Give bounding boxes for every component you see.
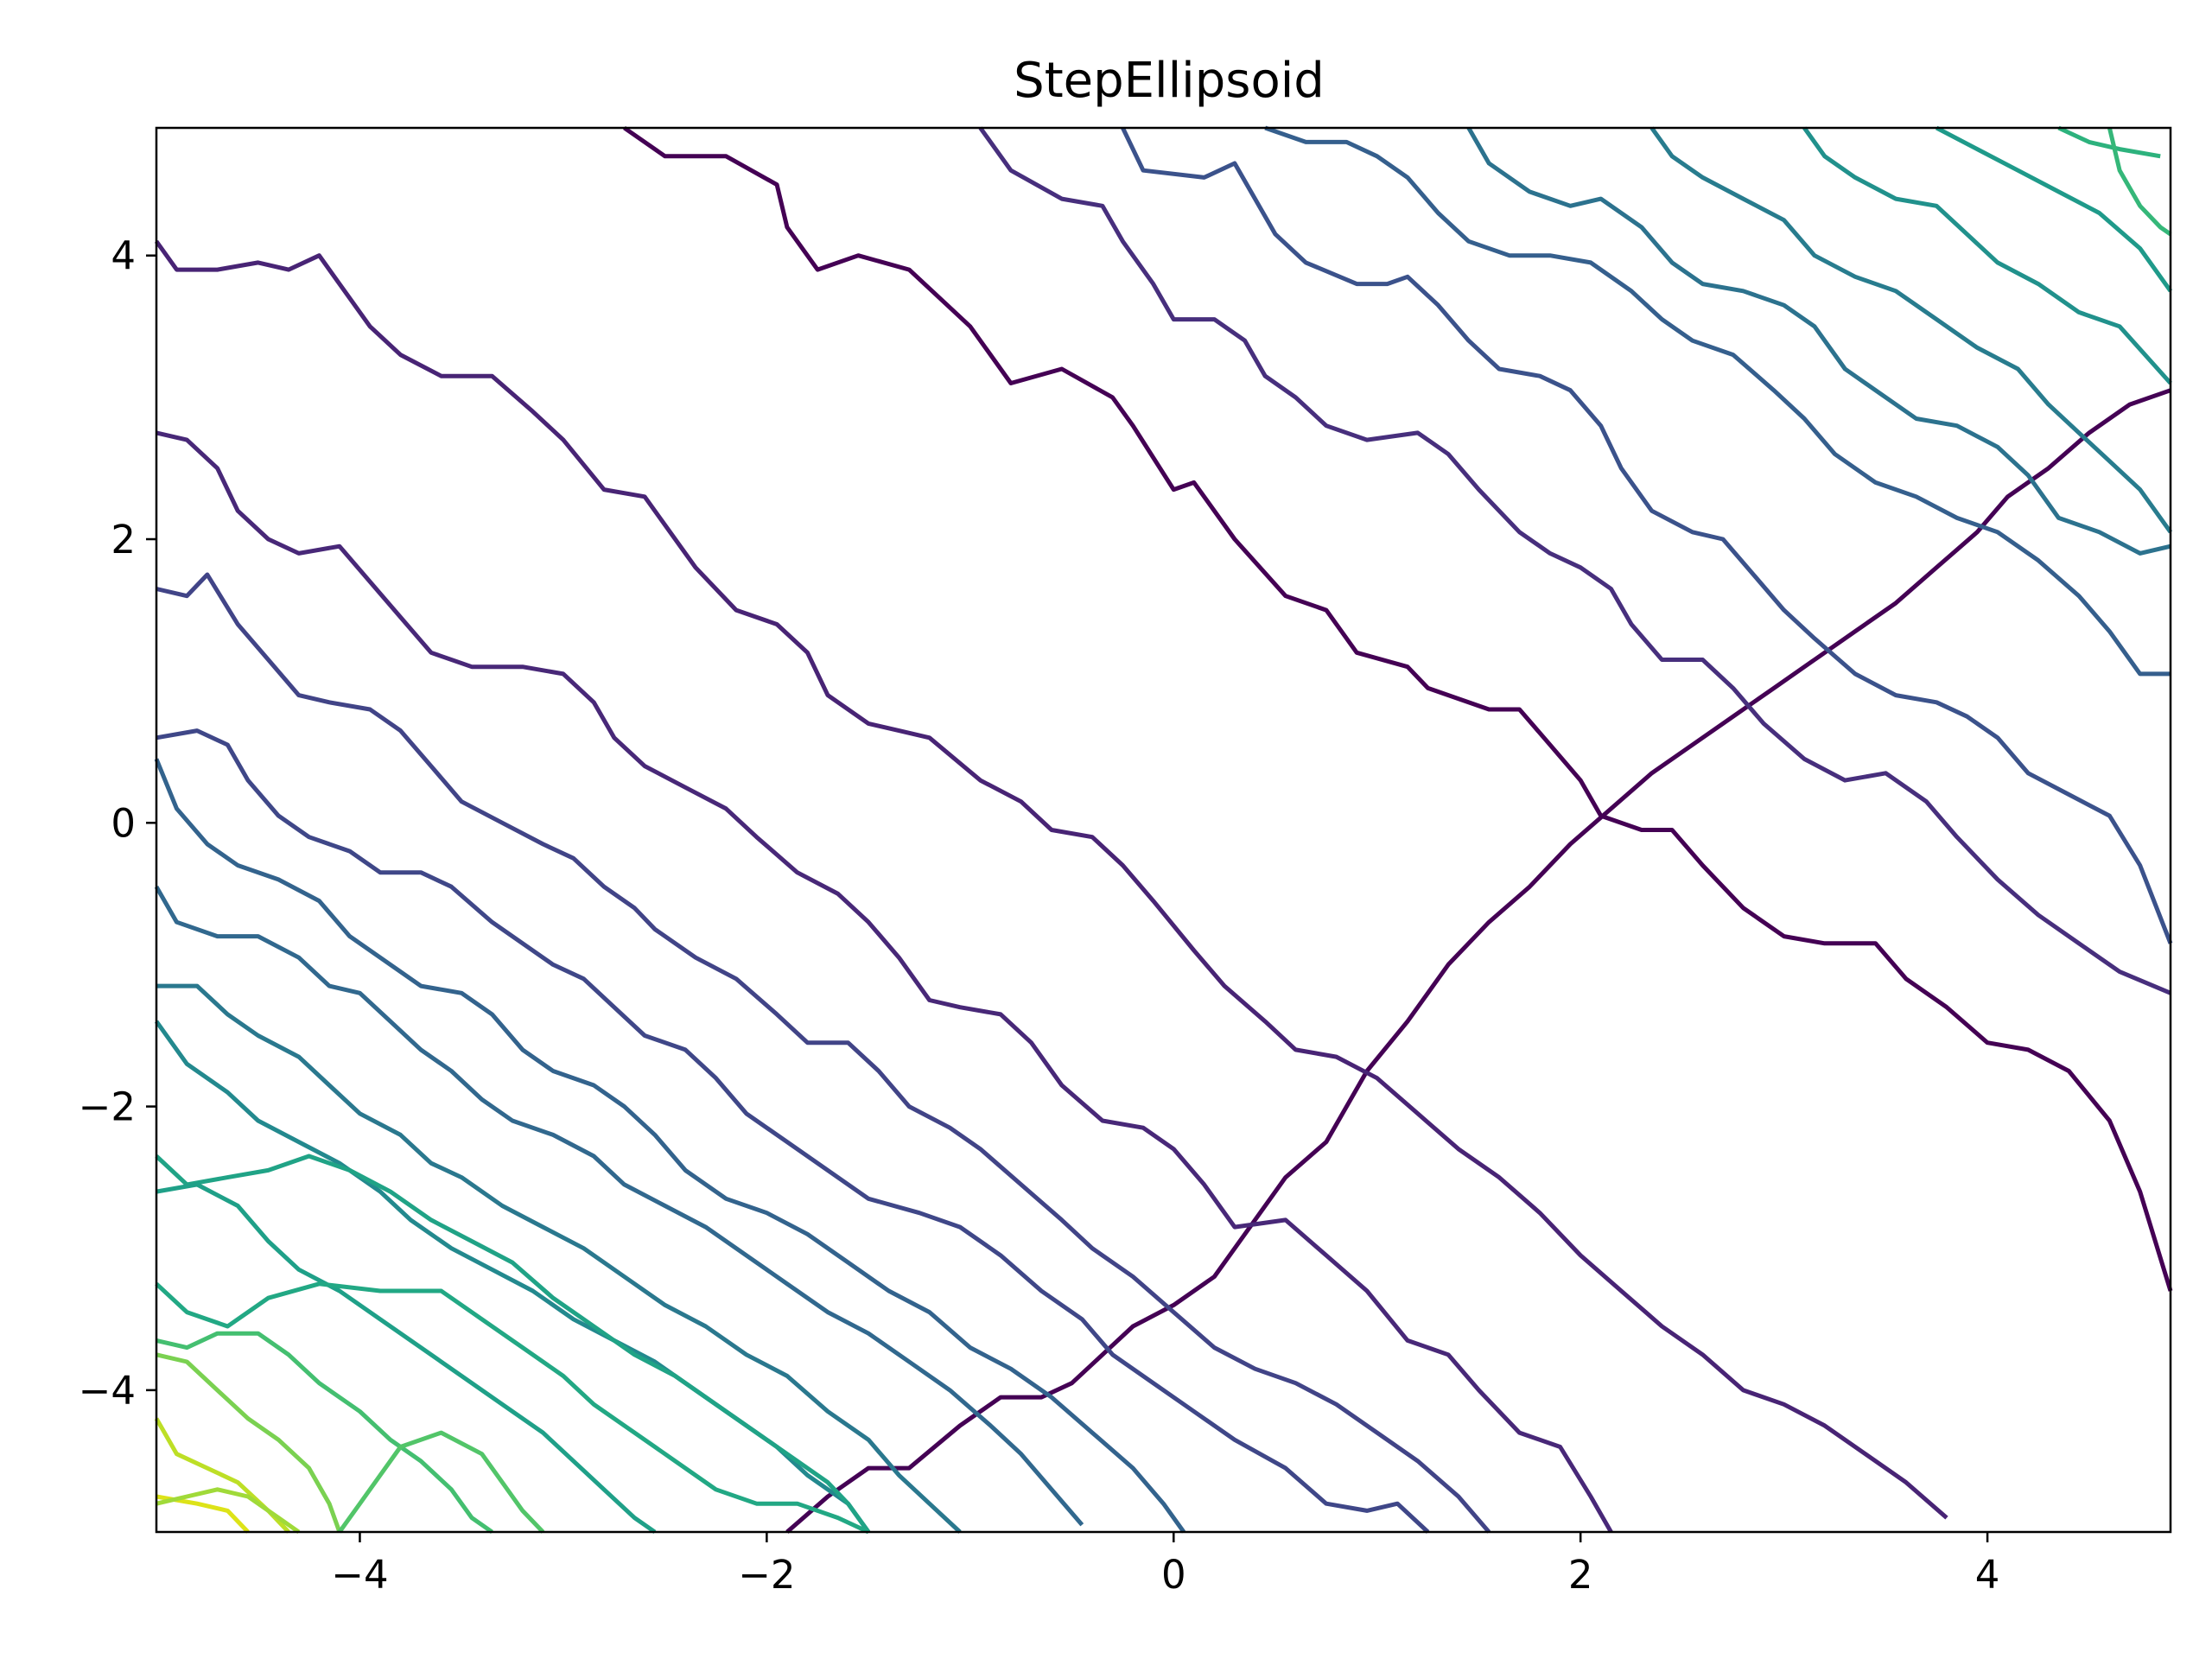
x-axis: −4 −2 0 2 4 — [331, 1532, 1999, 1598]
contour-line-13 — [154, 885, 1084, 1527]
x-tick-label: −4 — [331, 1552, 388, 1598]
contour-line-14 — [1802, 126, 2172, 385]
contour-line-25 — [337, 1430, 545, 1534]
contour-line-15 — [156, 983, 962, 1534]
y-tick-label: −4 — [79, 1368, 136, 1414]
contour-line-11 — [154, 758, 1186, 1534]
contour-line-6 — [1121, 126, 2173, 944]
contour-line-17 — [154, 1020, 871, 1534]
contour-line-20 — [155, 1154, 871, 1534]
contour-line-24 — [156, 1352, 342, 1533]
x-tick-label: 2 — [1568, 1552, 1593, 1598]
contour-line-3 — [154, 239, 1948, 1520]
contour-line-16 — [1936, 125, 2173, 293]
contour-lines — [154, 125, 2173, 1535]
contour-line-7 — [156, 572, 1491, 1534]
contour-line-12 — [1649, 126, 2173, 534]
contour-line-23 — [156, 1331, 493, 1535]
y-tick-label: −2 — [79, 1084, 136, 1130]
contour-line-21 — [156, 1182, 657, 1535]
contour-line-22 — [155, 1281, 870, 1535]
x-tick-label: −2 — [738, 1552, 795, 1598]
chart-title: StepEllipsoid — [1014, 53, 1325, 109]
y-tick-label: 2 — [111, 517, 136, 563]
y-axis: −4 −2 0 2 4 — [79, 233, 156, 1414]
contour-line-19 — [2107, 127, 2172, 237]
x-tick-label: 4 — [1975, 1552, 2000, 1598]
contour-line-8 — [1264, 125, 2171, 677]
contour-line-18 — [2057, 125, 2161, 159]
contour-line-28 — [156, 1487, 301, 1535]
y-tick-label: 4 — [111, 233, 136, 279]
plot-frame — [155, 126, 2172, 1534]
x-tick-label: 0 — [1161, 1552, 1186, 1598]
contour-line-2 — [785, 388, 2171, 1534]
contour-line-9 — [156, 728, 1430, 1534]
contour-line-5 — [156, 430, 1613, 1534]
contour-line-10 — [1466, 126, 2171, 556]
contour-line-1 — [623, 125, 2173, 1292]
contour-line-4 — [978, 126, 2171, 995]
y-tick-label: 0 — [111, 800, 136, 846]
